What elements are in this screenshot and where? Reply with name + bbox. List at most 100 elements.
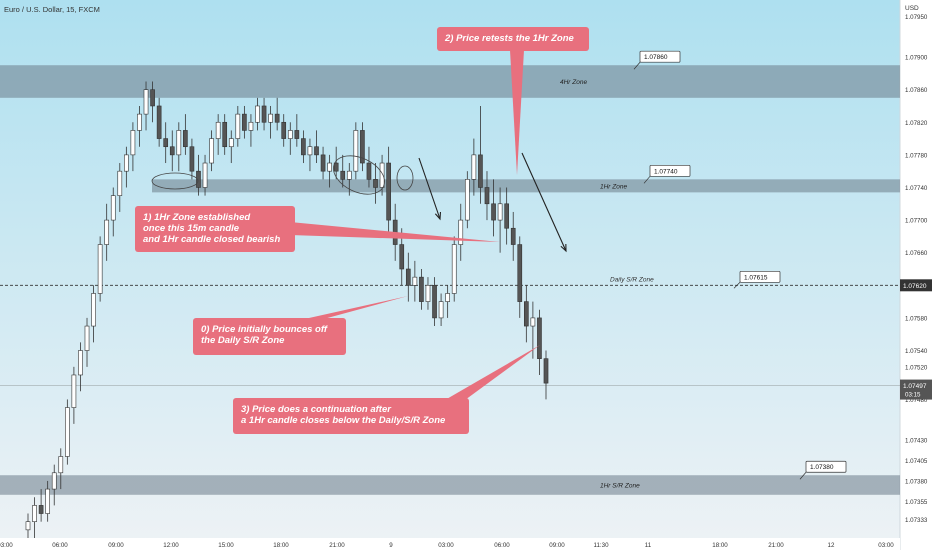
callout-2-text: 2) Price retests the 1Hr Zone: [444, 33, 575, 44]
zone-price-tag: [649, 164, 691, 177]
callout-3-text: 3) Price does a continuation after: [241, 404, 392, 415]
candle-body: [189, 146, 195, 172]
candle-body: [471, 154, 477, 180]
time-tick-label: 9: [389, 542, 393, 549]
callout-1-tail: [290, 222, 500, 242]
candle-body: [360, 130, 365, 164]
candle-body: [530, 317, 536, 327]
candle-body: [91, 293, 96, 327]
candle-body: [445, 293, 450, 302]
candle-body: [523, 301, 529, 327]
currency-label: USD: [905, 5, 919, 12]
candle-body: [84, 325, 90, 351]
countdown-text: 03:15: [905, 392, 921, 399]
highlight-ellipse: [396, 165, 414, 191]
candle-body: [419, 276, 424, 302]
candle-body: [117, 170, 123, 196]
candle-body: [38, 505, 44, 514]
candle-body: [183, 130, 188, 148]
time-tick-label: 03:00: [878, 542, 894, 549]
candle-body: [137, 113, 142, 131]
candle-body: [294, 130, 300, 139]
highlight-ellipse: [333, 155, 385, 195]
last-price-tag: [900, 379, 932, 400]
candle-body: [176, 130, 182, 156]
time-tick-label: 09:00: [108, 542, 124, 549]
time-axis-panel: [0, 538, 900, 550]
candle-body: [497, 203, 503, 221]
candle-body: [261, 105, 267, 123]
trend-arrow-head: [434, 211, 442, 221]
candle-body: [340, 170, 346, 180]
zone-tag-pointer: [633, 61, 641, 70]
candle-body: [281, 121, 287, 139]
callout-2-tail: [510, 50, 524, 175]
price-tick-label: 1.07950: [905, 14, 928, 21]
callout-0-tail: [300, 296, 408, 320]
callout-1-text: and 1Hr candle closed bearish: [143, 234, 280, 245]
candle-body: [215, 121, 221, 139]
candle-body: [228, 138, 234, 148]
price-tick-label: 1.07540: [905, 348, 928, 355]
candle-body: [248, 121, 254, 131]
time-tick-label: 06:00: [52, 542, 68, 549]
candle-body: [58, 456, 64, 474]
time-tick-label: 06:00: [494, 542, 510, 549]
candle-body: [78, 350, 83, 376]
zone-label: 1Hr S/R Zone: [600, 483, 640, 490]
current-price-tag-text: 1.07620: [903, 283, 927, 290]
callout-1-text: 1) 1Hr Zone established: [143, 212, 250, 223]
zone-price-tag-text: 1.07860: [644, 54, 668, 61]
time-tick-label: 12:00: [163, 542, 179, 549]
price-tick-label: 1.07333: [905, 517, 928, 524]
candle-body: [537, 317, 542, 359]
time-tick-label: 12: [828, 542, 835, 549]
candle-body: [373, 179, 378, 188]
price-tick-label: 1.07405: [905, 458, 928, 465]
candle-body: [124, 154, 129, 172]
candle-body: [510, 227, 516, 245]
candle-body: [156, 105, 162, 139]
time-tick-label: 18:00: [273, 542, 289, 549]
zone-price-tag: [639, 50, 681, 63]
highlight-ellipse: [151, 172, 199, 190]
zone-band: [0, 65, 900, 98]
price-tick-label: 1.07740: [905, 185, 928, 192]
candle-body: [314, 146, 319, 156]
zone-price-tag: [805, 460, 847, 473]
price-tick-label: 1.07900: [905, 55, 928, 62]
zones-layer: 4Hr Zone 1.07860 1Hr Zone 1.07740 Daily S/R …: [0, 50, 900, 495]
price-tick-label: 1.07380: [905, 478, 928, 485]
candle-body: [25, 521, 31, 531]
price-tick-label: 1.07700: [905, 218, 928, 225]
candle-body: [268, 113, 273, 123]
candle-body: [517, 244, 523, 302]
price-axis-panel: [900, 0, 932, 550]
price-tick-label: 1.07820: [905, 120, 928, 127]
candle-body: [301, 138, 306, 156]
candle-body: [202, 162, 208, 188]
zone-label: Daily S/R Zone: [610, 276, 654, 283]
candle-body: [504, 203, 509, 229]
candle-body: [346, 170, 352, 180]
price-tick-label: 1.07780: [905, 152, 928, 159]
price-tick-label: 1.07520: [905, 364, 928, 371]
candle-body: [320, 154, 326, 172]
candle-body: [353, 130, 359, 172]
callout-3-text: a 1Hr candle closes below the Daily/S/R …: [241, 415, 446, 426]
candle-body: [432, 285, 437, 319]
candle-body: [196, 170, 201, 188]
candle-body: [104, 219, 110, 245]
trend-arrow: [521, 152, 567, 252]
candle-body: [491, 203, 496, 221]
price-tick-label: 1.07860: [905, 87, 928, 94]
zone-label: 4Hr Zone: [560, 79, 587, 86]
candle-body: [478, 154, 483, 188]
candle-body: [274, 113, 280, 123]
candle-body: [209, 138, 214, 164]
candle-body: [451, 244, 457, 294]
callout-0-text: 0) Price initially bounces off: [201, 324, 328, 335]
